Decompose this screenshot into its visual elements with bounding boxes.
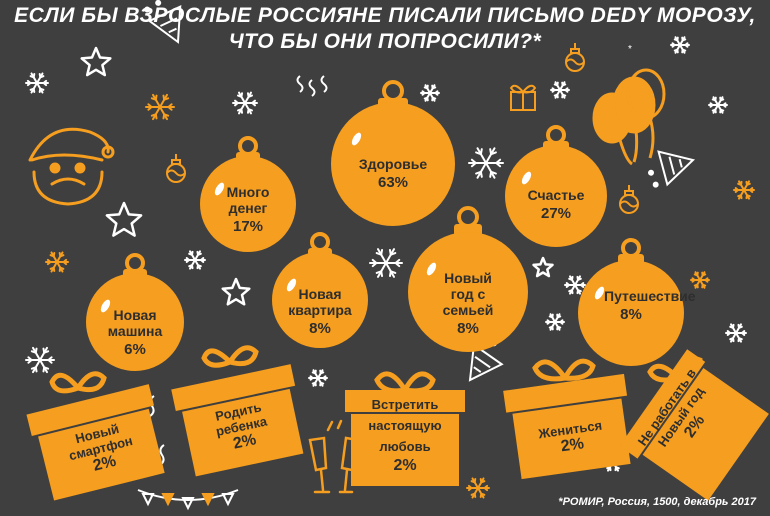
value-family: 8%: [457, 320, 479, 337]
ornament-travel: Путешествие 8%: [578, 238, 696, 366]
ornament-apartment: Новая квартира 8%: [272, 232, 368, 348]
label-health: Здоровье: [358, 156, 428, 172]
small-bauble-icon: [565, 43, 585, 72]
value-apartment: 8%: [309, 320, 331, 337]
source-note: *РОМИР, Россия, 1500, декабрь 2017: [558, 496, 756, 508]
snowflake-icon: [45, 251, 69, 273]
value-car: 6%: [124, 341, 146, 358]
snowflake-icon: [733, 180, 755, 200]
snowflake-icon: [468, 147, 504, 179]
star-icon: [221, 277, 251, 306]
snowflake-icon: [564, 275, 586, 295]
ornament-money: Много денег 17%: [200, 136, 296, 252]
snowflake-icon: [725, 323, 747, 343]
snowflake-icon: [545, 313, 565, 331]
ornament-health: Здоровье 63%: [331, 80, 455, 226]
snowflake-icon: [308, 369, 328, 387]
snowflake-icon: [25, 72, 49, 94]
star-icon: [532, 256, 554, 278]
label-happiness: Счастье: [527, 187, 585, 203]
snowflake-icon: [184, 250, 206, 270]
snowflake-icon: [145, 93, 175, 121]
small-bauble-icon: [619, 185, 639, 214]
value-health: 63%: [377, 174, 409, 191]
santa-icon: [28, 127, 115, 206]
star-icon: [105, 201, 143, 237]
value-happiness: 27%: [540, 205, 572, 222]
ornament-happiness: Счастье 27%: [505, 125, 607, 247]
asterisk-icon: *: [628, 44, 632, 55]
gift-love: Встретить настоящую любовь 2%: [345, 370, 465, 488]
star-icon: [80, 46, 112, 77]
snowflake-icon: [420, 84, 440, 102]
snowflake-icon: [708, 96, 728, 114]
balloons-icon: [592, 68, 666, 166]
title-line-2: ЧТО БЫ ОНИ ПОПРОСИЛИ?*: [228, 30, 542, 53]
snowflake-icon: [232, 91, 258, 115]
label-money: Много денег: [226, 184, 270, 216]
party-popper-icon: [144, 0, 182, 44]
ornament-car: Новая машина 6%: [86, 253, 184, 371]
snowflake-icon: [550, 81, 570, 99]
party-popper-icon: [648, 150, 696, 188]
snowflake-icon: [369, 248, 403, 278]
small-gift-icon: [509, 84, 537, 111]
snowflake-icon: [466, 477, 490, 499]
label-love: Встретить настоящую любовь: [368, 397, 442, 454]
label-car: Новая машина: [107, 307, 163, 339]
snowflake-icon: [670, 36, 690, 54]
ornament-family: Новый год с семьей 8%: [408, 206, 528, 352]
label-apartment: Новая квартира: [288, 286, 352, 318]
value-money: 17%: [232, 218, 264, 235]
label-family: Новый год с семьей: [442, 270, 494, 318]
title-line-1: ЕСЛИ БЫ ВЗРОСЛЫЕ РОССИЯНЕ ПИСАЛИ ПИСЬМО …: [14, 4, 756, 27]
label-travel: Путешествие: [604, 288, 696, 304]
value-love: 2%: [393, 457, 417, 474]
snowflake-icon: [25, 346, 55, 374]
small-bauble-icon: [166, 154, 186, 183]
snowflake-icon: [690, 271, 710, 289]
confetti-icon: [296, 75, 328, 97]
value-travel: 8%: [620, 306, 642, 323]
